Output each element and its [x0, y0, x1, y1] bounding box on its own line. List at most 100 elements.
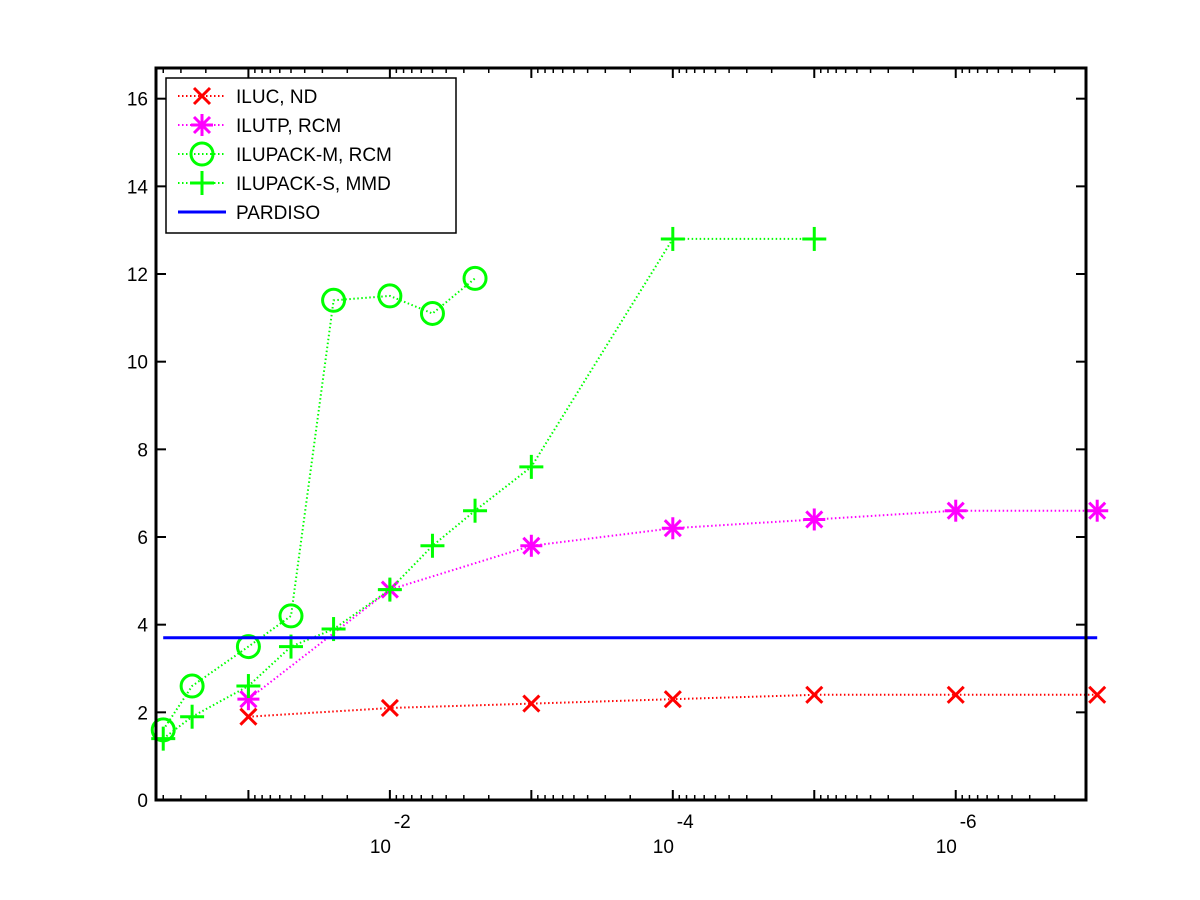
marker-stroke: [522, 536, 541, 555]
data-point: [419, 300, 445, 326]
marker-plus: [463, 498, 488, 523]
legend: ILUC, ND ILUTP, RCM ILUPACK-M, RCM ILUPACK-…: [165, 77, 457, 234]
marker-stroke: [377, 283, 403, 309]
marker-stroke: [235, 634, 261, 660]
marker-stroke: [462, 265, 488, 291]
data-point: [236, 674, 261, 699]
marker-asterisk: [803, 508, 826, 531]
legend-entry: ILUPACK-S, MMD: [178, 171, 391, 195]
data-point: [278, 603, 304, 629]
y-tick-label: 6: [137, 528, 148, 549]
data-point: [520, 534, 543, 557]
marker-circle: [278, 603, 304, 629]
data-point: [463, 498, 488, 523]
marker-stroke: [1088, 501, 1107, 520]
marker-stroke: [805, 510, 824, 529]
marker-x: [663, 690, 682, 709]
marker-stroke: [946, 501, 965, 520]
data-point: [803, 508, 826, 531]
marker-plus: [236, 674, 261, 699]
data-point: [522, 694, 541, 713]
marker-asterisk: [661, 517, 684, 540]
data-point: [462, 265, 488, 291]
x-tick-label-exponent: -2: [394, 812, 411, 833]
legend-label: ILUPACK-S, MMD: [236, 174, 391, 195]
y-tick-label: 10: [127, 353, 148, 374]
legend-entry: PARDISO: [178, 203, 320, 224]
x-tick-label-base: 10: [653, 837, 674, 858]
marker-plus: [180, 704, 205, 729]
marker-stroke: [946, 685, 965, 704]
marker-stroke: [805, 685, 824, 704]
marker-stroke: [380, 698, 399, 718]
data-point: [946, 685, 965, 704]
data-point: [380, 698, 399, 718]
y-tick-label: 12: [127, 265, 148, 286]
marker-x: [522, 694, 541, 713]
marker-plus: [660, 226, 685, 251]
marker-stroke: [663, 690, 682, 709]
marker-stroke: [1088, 685, 1107, 704]
data-point: [805, 685, 824, 704]
data-point: [239, 707, 258, 726]
marker-circle: [419, 300, 445, 326]
marker-circle: [462, 265, 488, 291]
data-point: [663, 690, 682, 709]
data-point: [1088, 685, 1107, 704]
x-tick-label-base: 10: [936, 837, 957, 858]
marker-stroke: [278, 603, 304, 629]
marker-circle: [189, 141, 215, 167]
y-tick-label: 2: [137, 703, 148, 724]
data-point: [519, 454, 544, 479]
legend-label: ILUC, ND: [236, 87, 317, 108]
marker-plus: [190, 171, 214, 195]
data-point: [180, 704, 205, 729]
marker-asterisk: [520, 534, 543, 557]
x-tick-label-base: 10: [370, 837, 391, 858]
y-tick-label: 16: [127, 90, 148, 111]
marker-asterisk: [191, 114, 213, 136]
y-tick-label: 14: [127, 177, 149, 198]
marker-stroke: [192, 86, 212, 106]
marker-plus: [377, 577, 402, 602]
data-point: [235, 634, 261, 660]
data-point: [179, 673, 205, 699]
legend-label: ILUPACK-M, RCM: [236, 145, 392, 166]
data-point: [802, 226, 827, 251]
marker-stroke: [419, 300, 445, 326]
data-point: [420, 533, 445, 558]
marker-x: [946, 685, 965, 704]
axes-frame: [154, 66, 1088, 802]
series-0: [239, 685, 1107, 726]
y-tick-label: 0: [137, 791, 148, 812]
data-point: [377, 283, 403, 309]
marker-stroke: [239, 707, 258, 726]
y-tick-label: 8: [137, 440, 148, 461]
marker-circle: [321, 287, 347, 313]
y-tick-label: 4: [137, 616, 148, 637]
marker-asterisk: [944, 499, 967, 522]
marker-x: [192, 86, 212, 106]
marker-stroke: [239, 690, 258, 709]
marker-x: [805, 685, 824, 704]
marker-stroke: [522, 694, 541, 713]
legend-label: PARDISO: [236, 203, 320, 224]
marker-circle: [235, 634, 261, 660]
data-point: [661, 517, 684, 540]
marker-x: [239, 707, 258, 726]
marker-stroke: [179, 673, 205, 699]
plot-area: [150, 226, 1109, 751]
data-point: [1086, 499, 1109, 522]
legend-entry: ILUC, ND: [178, 86, 317, 108]
legend-label: ILUTP, RCM: [236, 116, 341, 137]
legend-entry: ILUPACK-M, RCM: [178, 141, 392, 167]
data-point: [377, 577, 402, 602]
marker-plus: [802, 226, 827, 251]
data-point: [944, 499, 967, 522]
marker-circle: [179, 673, 205, 699]
marker-stroke: [189, 141, 215, 167]
data-point: [660, 226, 685, 251]
marker-x: [1088, 685, 1107, 704]
